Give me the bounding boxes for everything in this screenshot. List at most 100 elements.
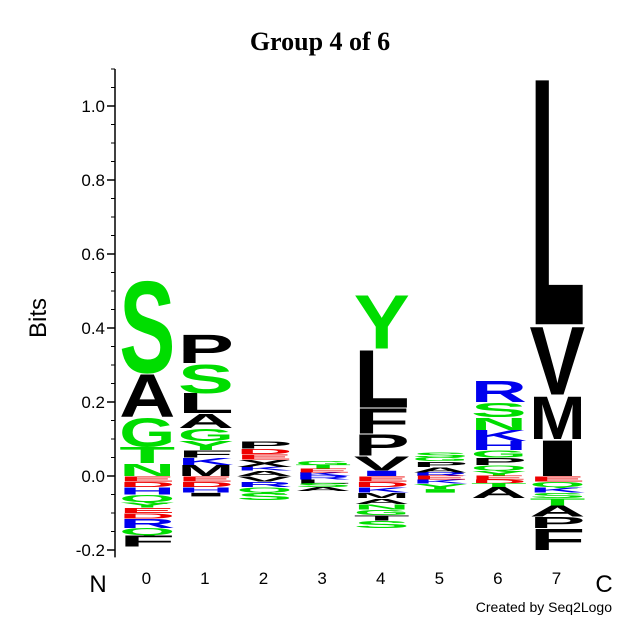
logo-letter-i: I [354,469,410,478]
logo-letter-k: K [354,486,410,495]
logo-letter-k: K [412,479,468,485]
logo-letter-f: F [354,401,410,441]
logo-letter-s: S [412,451,468,460]
logo-letter-l: L [178,388,234,419]
logo-letter-q: Q [237,486,293,495]
logo-letter-d: D [237,447,293,456]
logo-letter-s: S [295,482,351,488]
logo-letter-f: F [119,532,175,549]
logo-letter-v: V [354,452,410,475]
logo-letter-t: T [295,464,351,470]
logo-letter-h: H [471,439,527,453]
y-tick-label: 0.8 [81,171,105,190]
logo-letter-s: S [119,255,175,401]
logo-letter-d: D [471,479,527,485]
y-axis: -0.2 0.0 0.2 0.4 0.6 0.8 1.0 [76,68,116,560]
logo-letter-l: L [354,334,410,426]
x-tick-label: 3 [317,569,326,588]
logo-letter-h: H [178,486,234,495]
logo-letter-f: F [178,448,234,460]
logo-letter-n: N [471,413,527,433]
logo-letter-s: S [237,491,293,503]
logo-letter-s: S [354,519,410,531]
logo-letter-g: G [354,508,410,517]
logo-letter-p: P [471,456,527,468]
logo-letter-n: N [119,460,175,480]
logo-letter-i: I [530,430,586,487]
logo-letter-a: A [119,361,175,430]
logo-letter-q: Q [119,493,175,505]
logo-letter-l: L [295,479,351,485]
logo-letter-p: P [237,439,293,451]
logo-letter-a: A [412,465,468,474]
logo-letter-a: A [471,484,527,501]
logo-letter-d: D [119,512,175,521]
logo-letter-a: A [354,497,410,506]
y-tick-label: -0.2 [76,541,105,560]
logo-letter-t: T [471,482,527,488]
y-tick-label: 0.4 [81,319,105,338]
logo-letter-s: S [178,356,234,402]
x-tick-label: 4 [376,569,385,588]
logo-letter-x: X [237,457,293,469]
logo-letter-d: D [119,480,175,489]
logo-letter-s: S [530,491,586,500]
logo-letter-k: K [530,486,586,495]
credit-text: Created by Seq2Logo [476,599,612,615]
logo-letter-g: G [119,410,175,456]
logo-letter-p: P [354,428,410,462]
logo-letter-r: R [471,374,527,408]
logo-letter-a: A [295,486,351,492]
logo-letter-y: Y [412,482,468,491]
logo-letter-d: D [178,480,234,489]
logo-letter-r: R [412,471,468,477]
logo-letter-g: G [295,460,351,466]
logo-letter-k: K [471,427,527,444]
logo-letter-p: P [530,514,586,531]
logo-letter-t: T [354,513,410,522]
chart-title: Group 4 of 6 [250,27,390,56]
logo-letter-n: N [354,502,410,511]
n-terminus-label: N [89,571,106,598]
y-axis-label: Bits [25,298,52,338]
logo-letter-e: E [237,452,293,461]
logo-letter-t: T [530,496,586,508]
logo-letter-e: E [119,506,175,515]
y-tick-label: 0.2 [81,393,105,412]
logo-letter-y: Y [354,279,410,365]
logo-letter-k: K [178,456,234,468]
logo-letter-i: I [412,488,468,494]
logo-letter-v: V [530,308,586,417]
logo-letter-e: E [178,475,234,484]
logo-letter-a: A [530,503,586,520]
x-tick-label: 7 [552,569,561,588]
logo-letter-q: Q [530,480,586,489]
logo-letter-e: E [119,475,175,484]
logo-letter-r: R [119,516,175,530]
c-terminus-label: C [595,571,612,598]
logo-letter-h: H [119,485,175,497]
logo-letter-f: F [530,522,586,556]
logo-letter-m: M [530,384,586,453]
logo-stacks: NTGASEDHQYEDRQFMKFYGALSPEDHIAKXEDPVRQSKE… [119,4,585,557]
logo-letter-s: S [471,398,527,421]
logo-letter-p: P [412,460,468,469]
logo-letter-y: Y [119,500,175,509]
logo-letter-m: M [178,462,234,479]
logo-letter-a: A [237,469,293,478]
x-tick-label: 0 [142,569,151,588]
logo-letter-q: Q [471,464,527,473]
y-tick-label: 0.0 [81,467,105,486]
logo-letter-t: T [119,442,175,468]
x-tick-label: 5 [435,569,444,588]
x-tick-label: 1 [200,569,209,588]
y-tick-label: 1.0 [81,97,105,116]
logo-letter-q: Q [119,526,175,538]
logo-letter-d: D [354,480,410,489]
x-tick-label: 6 [493,569,502,588]
